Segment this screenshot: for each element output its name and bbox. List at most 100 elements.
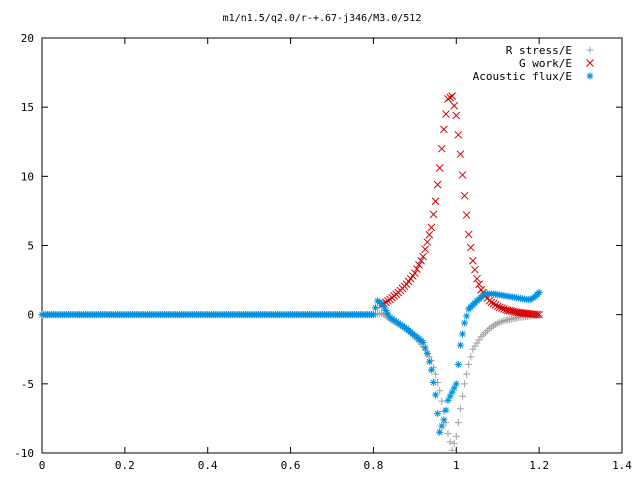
data-point	[442, 406, 450, 414]
x-tick-label: 0.4	[198, 459, 218, 472]
data-point	[384, 310, 392, 318]
y-tick-label: 20	[21, 32, 34, 45]
data-point	[464, 230, 473, 239]
data-point	[446, 438, 454, 446]
data-point	[535, 310, 543, 319]
data-point	[498, 304, 506, 312]
data-point	[419, 338, 427, 346]
data-point	[448, 446, 456, 454]
data-point	[442, 110, 450, 118]
data-point	[461, 319, 469, 327]
data-point	[417, 256, 425, 265]
x-tick-label: 1	[453, 459, 460, 472]
plot-frame	[41, 37, 623, 454]
data-point	[463, 370, 471, 378]
legend-marker	[586, 72, 594, 80]
data-point	[440, 125, 448, 134]
y-tick-label: -10	[14, 447, 34, 460]
data-point	[421, 245, 430, 254]
data-point	[429, 210, 438, 219]
legend-marker	[586, 59, 594, 67]
data-point	[456, 405, 464, 413]
data-point	[471, 265, 479, 274]
data-point	[495, 303, 504, 312]
data-point	[448, 388, 456, 396]
data-point	[454, 360, 462, 368]
data-point	[431, 197, 440, 206]
data-point	[456, 341, 464, 349]
y-tick-label: 5	[27, 240, 34, 253]
data-point	[427, 366, 435, 374]
data-point	[448, 92, 456, 100]
chart-title: m1/n1.5/q2.0/r-+.67-j346/M3.0/512	[223, 13, 422, 24]
data-point	[419, 252, 427, 261]
data-point	[433, 180, 442, 189]
data-point	[454, 130, 463, 139]
data-point	[446, 392, 454, 400]
x-tick-label: 0.6	[281, 459, 301, 472]
data-point	[454, 419, 462, 427]
x-tick-label: 0.2	[115, 459, 135, 472]
data-point	[473, 274, 481, 283]
data-point	[436, 428, 444, 436]
data-point	[425, 230, 434, 239]
data-point	[432, 370, 440, 378]
data-point	[378, 300, 386, 308]
y-tick-label: 15	[21, 101, 34, 114]
legend-marker	[586, 46, 594, 54]
data-point	[413, 265, 421, 273]
data-point	[533, 310, 541, 319]
series-3	[38, 289, 543, 436]
data-point	[452, 380, 460, 388]
data-point	[436, 387, 444, 395]
series-1	[38, 309, 543, 454]
data-point	[465, 360, 473, 368]
data-point	[459, 330, 466, 338]
data-point	[369, 311, 377, 319]
data-point	[466, 243, 475, 252]
data-point	[493, 302, 502, 311]
x-tick-label: 1.2	[529, 459, 549, 472]
data-point	[432, 391, 440, 399]
x-tick-label: 0.8	[363, 459, 383, 472]
data-point	[380, 303, 388, 311]
data-point	[452, 432, 460, 440]
data-point	[438, 397, 446, 405]
axes: 0 0.2 0.4 0.6 0.8 1 1.2 1.4 -10 -5 0 5 10 15 20	[14, 32, 632, 472]
data-point	[440, 416, 448, 424]
data-point	[475, 280, 483, 289]
y-tick-label: 10	[21, 170, 34, 183]
data-point	[450, 101, 459, 110]
y-tick-label: -5	[21, 378, 34, 391]
data-point	[463, 312, 471, 320]
data-point	[382, 307, 390, 315]
x-tick-label: 1.4	[612, 459, 632, 472]
data-point	[427, 223, 436, 232]
data-point	[423, 238, 432, 246]
data-point	[372, 304, 379, 312]
legend-label: G work/E	[519, 57, 572, 70]
data-point	[425, 358, 433, 366]
data-point	[430, 378, 437, 386]
y-tick-label: 0	[27, 309, 34, 322]
legend-label: Acoustic flux/E	[473, 70, 572, 83]
data-point	[437, 144, 446, 153]
series-2	[377, 92, 543, 319]
data-point	[434, 410, 442, 418]
data-point	[444, 396, 452, 404]
data-point	[535, 289, 543, 297]
data-point	[461, 380, 469, 388]
data-point	[456, 150, 465, 159]
data-point	[452, 111, 461, 120]
data-point	[435, 164, 444, 172]
data-point	[467, 353, 475, 361]
data-point	[450, 439, 458, 447]
data-point	[460, 191, 469, 200]
x-tick-label: 0	[39, 459, 46, 472]
data-point	[438, 422, 446, 430]
data-point	[458, 171, 467, 179]
data-point	[411, 269, 419, 278]
data-point	[450, 384, 458, 392]
data-point	[444, 430, 452, 438]
